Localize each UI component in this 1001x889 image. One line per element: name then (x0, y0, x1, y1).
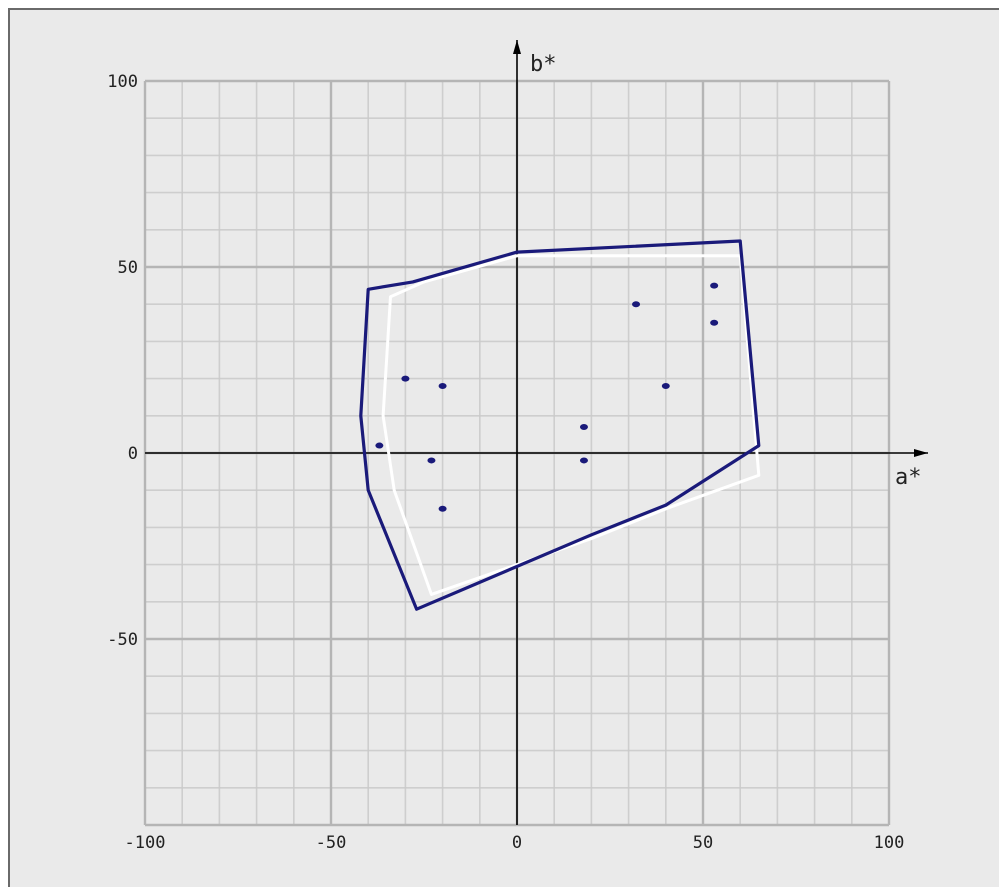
sample-point (579, 457, 588, 464)
axes (145, 40, 928, 825)
sample-point (401, 375, 410, 382)
sample-point (661, 383, 670, 390)
x-tick-label: 0 (512, 833, 522, 853)
gamut-outline-navy (359, 239, 761, 611)
y-tick-label: 0 (128, 444, 138, 464)
sample-point (579, 423, 588, 430)
x-tick-label: -50 (316, 833, 347, 853)
y-axis-arrow (513, 40, 521, 54)
sample-point (375, 442, 384, 449)
sample-point (710, 282, 719, 289)
sample-points (375, 282, 719, 512)
x-tick-label: 100 (874, 833, 905, 853)
gamut-outline-white (381, 254, 761, 596)
sample-point (438, 383, 447, 390)
sample-point (427, 457, 436, 464)
x-tick-label: 50 (693, 833, 713, 853)
sample-point (438, 505, 447, 512)
sample-point (710, 319, 719, 326)
y-axis-label: b* (530, 52, 557, 77)
x-axis-label: a* (895, 465, 922, 490)
x-tick-label: -100 (125, 833, 166, 853)
gamut-polygons (359, 239, 761, 611)
y-tick-label: 50 (118, 258, 138, 278)
sample-point (632, 301, 641, 308)
y-tick-label: 100 (107, 72, 138, 92)
tick-labels: -100 -50 0 50 100 100 50 0 -50 (107, 72, 904, 853)
x-axis-arrow (914, 449, 928, 457)
y-tick-label: -50 (107, 630, 138, 650)
